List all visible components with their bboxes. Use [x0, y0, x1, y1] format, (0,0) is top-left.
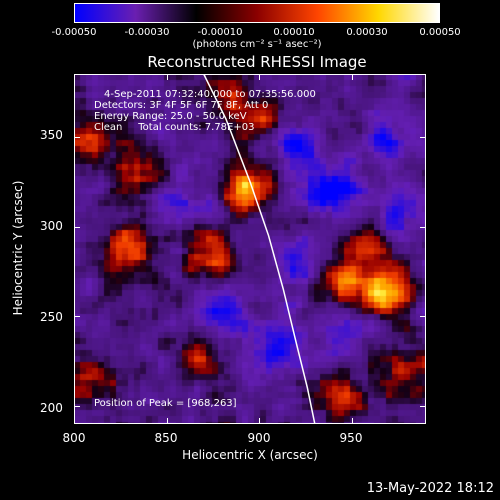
- y-tick-mark: [420, 136, 426, 138]
- y-tick-label: 300: [40, 219, 63, 233]
- image-plot-area: [74, 74, 426, 424]
- colorbar-tick-label: 0.00050: [419, 27, 461, 38]
- colorbar-tick-label: -0.00050: [51, 27, 97, 38]
- annotation-peak-position: Position of Peak = [968,263]: [94, 398, 237, 409]
- x-tick-label: 900: [247, 431, 271, 445]
- annotation-detectors: Detectors: 3F 4F 5F 6F 7F 8F, Att 0: [94, 100, 269, 111]
- colorbar-tick-label: -0.00010: [197, 27, 243, 38]
- annotation-energy-range: Energy Range: 25.0 - 50.0 keV: [94, 111, 247, 122]
- plot-title: Reconstructed RHESSI Image: [147, 53, 367, 71]
- x-tick-mark: [166, 74, 168, 80]
- annotation-algorithm: Clean Total counts: 7.78E+03: [94, 122, 255, 133]
- x-tick-label: 850: [154, 431, 178, 445]
- colorbar-tick-label: 0.00030: [346, 27, 388, 38]
- x-tick-label: 800: [62, 431, 86, 445]
- colorbar: [74, 3, 440, 23]
- footer-timestamp: 13-May-2022 18:12: [366, 481, 494, 496]
- x-tick-mark: [351, 74, 353, 80]
- y-tick-mark: [74, 316, 80, 318]
- y-tick-mark: [74, 136, 80, 138]
- solar-limb-curve: [203, 74, 316, 424]
- colorbar-units-label: (photons cm⁻² s⁻¹ asec⁻²): [192, 39, 322, 50]
- y-tick-mark: [420, 406, 426, 408]
- x-tick-mark: [351, 418, 353, 424]
- x-tick-mark: [74, 74, 75, 80]
- y-tick-label: 250: [40, 310, 63, 324]
- y-tick-mark: [420, 226, 426, 228]
- x-tick-mark: [74, 418, 75, 424]
- x-tick-mark: [259, 418, 261, 424]
- rhessi-heatmap: [74, 74, 426, 424]
- y-tick-mark: [74, 226, 80, 228]
- colorbar-tick-label: 0.00010: [273, 27, 315, 38]
- x-tick-label: 950: [339, 431, 363, 445]
- x-tick-mark: [259, 74, 261, 80]
- y-tick-label: 200: [40, 401, 63, 415]
- y-axis-label: Heliocentric Y (arcsec): [11, 180, 25, 316]
- colorbar-tick-label: -0.00030: [124, 27, 170, 38]
- solar-limb-overlay: [203, 74, 316, 424]
- plot-frame: [74, 74, 426, 424]
- y-tick-mark: [420, 316, 426, 318]
- annotation-time-range: 4-Sep-2011 07:32:40.000 to 07:35:56.000: [104, 89, 316, 100]
- y-tick-label: 350: [40, 128, 63, 142]
- x-axis-label: Heliocentric X (arcsec): [182, 448, 318, 462]
- x-tick-mark: [166, 418, 168, 424]
- y-tick-mark: [74, 406, 80, 408]
